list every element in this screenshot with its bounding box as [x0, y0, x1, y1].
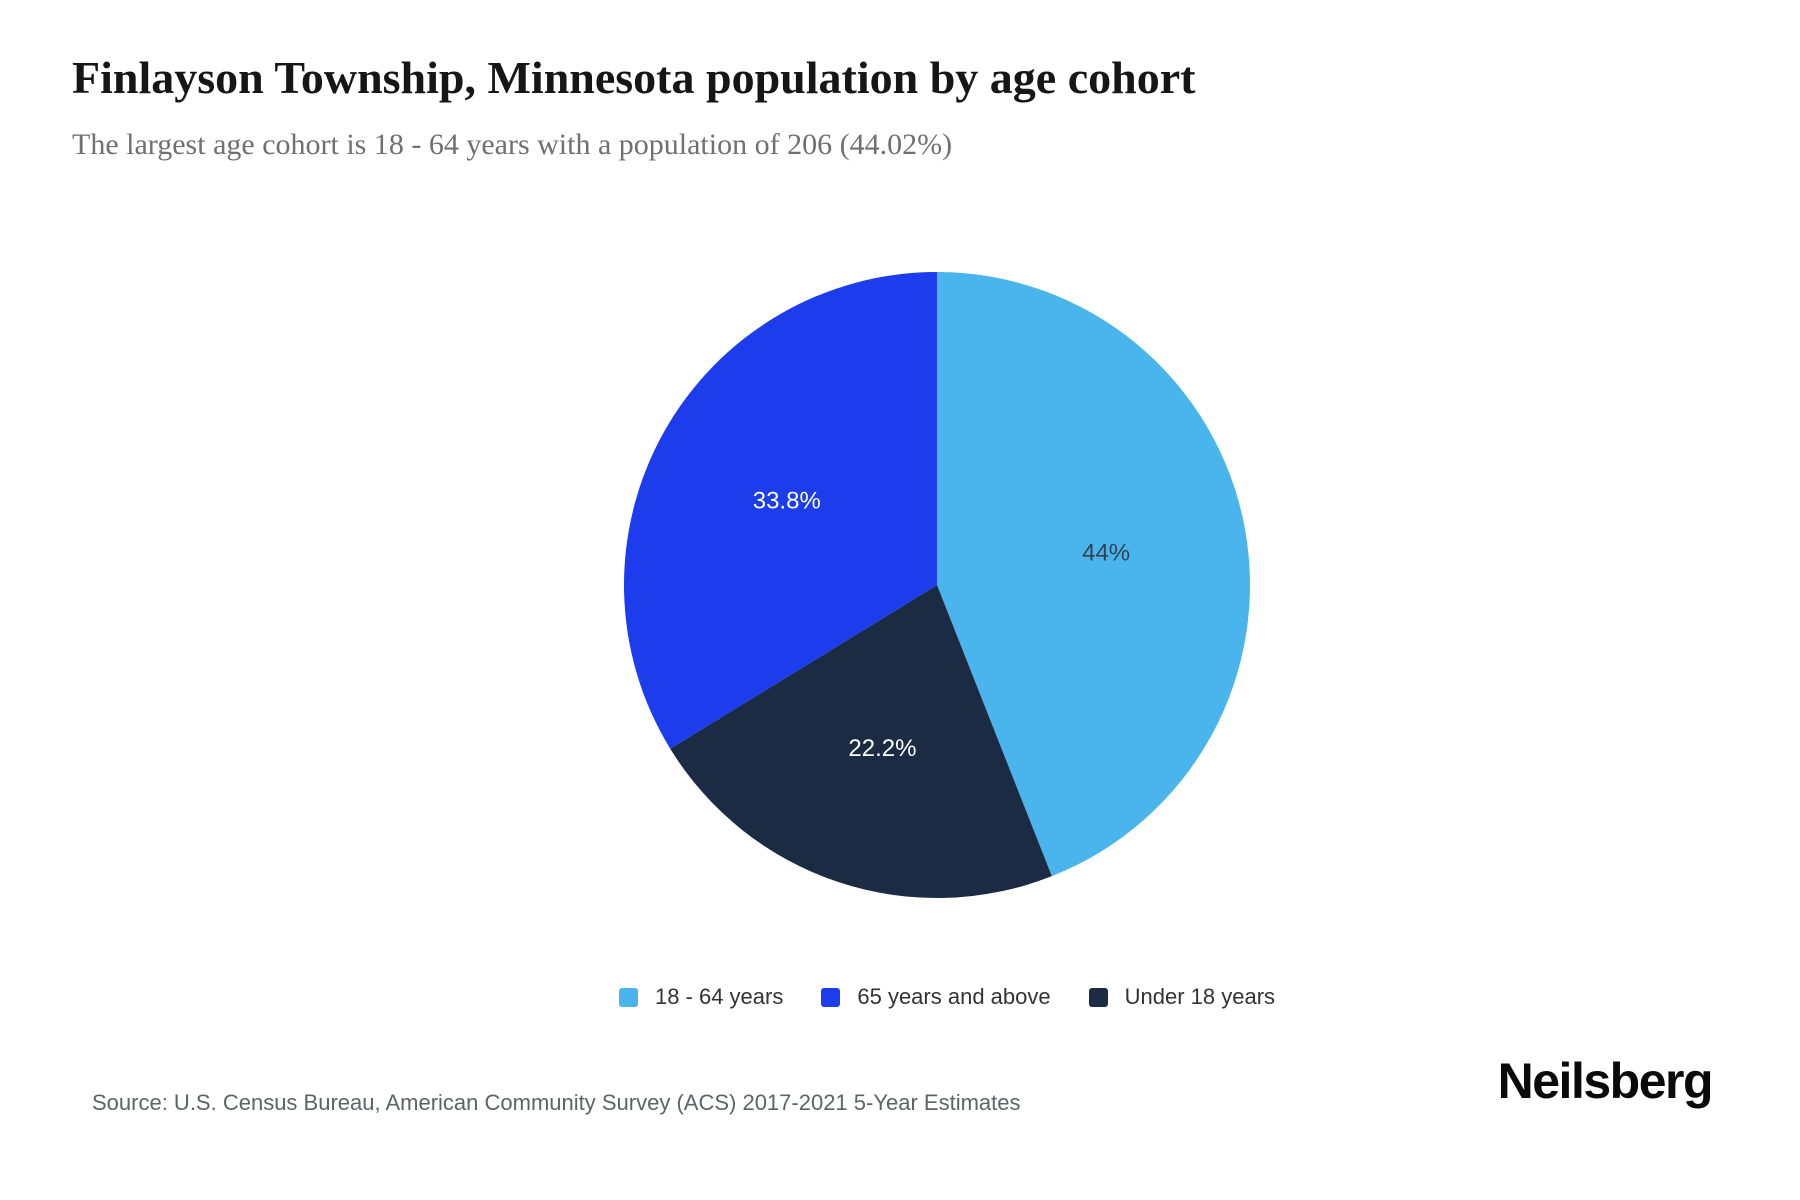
pie-slice-label: 44% — [1082, 539, 1130, 566]
legend-item-18-64-years[interactable]: 18 - 64 years — [618, 984, 784, 1010]
legend-item-under-18-years[interactable]: Under 18 years — [1088, 984, 1276, 1010]
source-attribution: Source: U.S. Census Bureau, American Com… — [92, 1090, 1021, 1115]
pie-slice-under-18-years[interactable] — [670, 585, 1052, 898]
page-title: Finlayson Township, Minnesota population… — [72, 52, 1196, 103]
pie-slice-label: 22.2% — [848, 735, 916, 762]
pie-slice-18-64-years[interactable] — [937, 272, 1250, 877]
legend-item-label: 65 years and above — [857, 984, 1051, 1009]
legend-swatch-icon — [618, 987, 638, 1007]
pie-chart: 44% 22.2% 33.8% — [624, 272, 1250, 898]
pie-slice-label: 33.8% — [753, 487, 821, 514]
pie-slice-65-years-and-above[interactable] — [624, 272, 937, 749]
chart-legend: 18 - 64 years 65 years and above Under 1… — [47, 984, 1800, 1010]
legend-swatch-icon — [821, 987, 841, 1007]
legend-item-65-years-and-above[interactable]: 65 years and above — [821, 984, 1051, 1010]
brand-logo: Neilsberg — [1497, 1053, 1714, 1109]
legend-item-label: 18 - 64 years — [654, 984, 784, 1009]
legend-item-label: Under 18 years — [1124, 984, 1276, 1009]
page-subtitle: The largest age cohort is 18 - 64 years … — [72, 128, 953, 161]
legend-swatch-icon — [1088, 987, 1108, 1007]
pie-chart-container: 44% 22.2% 33.8% — [577, 225, 1297, 945]
